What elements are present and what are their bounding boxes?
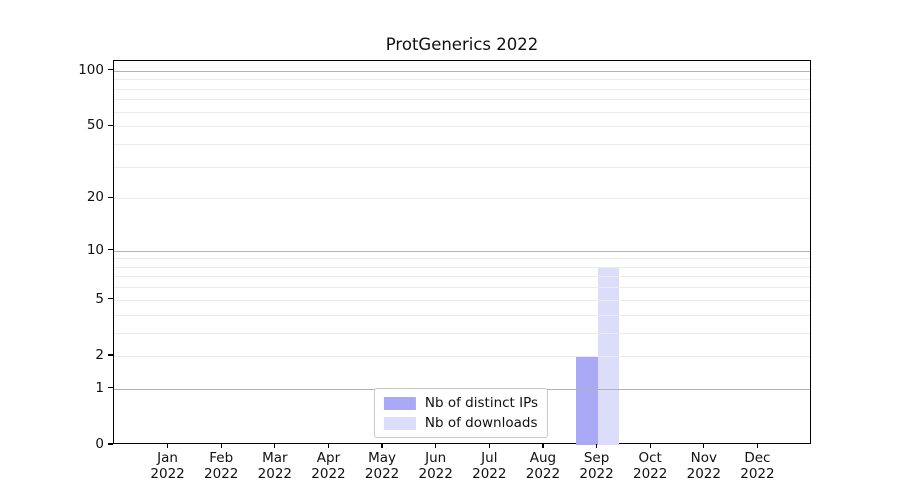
grid-line-minor — [114, 79, 810, 81]
y-tick-label: 0 — [95, 436, 104, 452]
y-tick-mark — [108, 124, 113, 126]
x-tick-month: Nov — [690, 450, 717, 466]
y-tick-mark — [108, 387, 113, 389]
x-tick-label: Dec 2022 — [740, 450, 774, 482]
legend-swatch — [383, 416, 416, 430]
x-tick-month: Jul — [481, 450, 498, 466]
grid-line-minor — [114, 198, 810, 200]
x-tick-label: May 2022 — [365, 450, 399, 482]
grid-line-minor — [114, 287, 810, 289]
bars-layer — [114, 61, 810, 445]
x-tick-month: Dec — [744, 450, 771, 466]
grid-line-minor — [114, 266, 810, 268]
x-tick-mark — [435, 444, 437, 448]
x-tick-mark — [756, 444, 758, 448]
x-tick-label: Nov 2022 — [687, 450, 721, 482]
grid-line-minor — [114, 299, 810, 301]
grid-line-minor — [114, 258, 810, 260]
x-tick-month: Jun — [425, 450, 447, 466]
x-tick-month: Mar — [262, 450, 288, 466]
x-tick-month: Oct — [638, 450, 662, 466]
x-tick-year: 2022 — [150, 466, 185, 482]
legend-row: Nb of downloads — [383, 415, 538, 431]
x-tick-label: Mar 2022 — [258, 450, 292, 482]
legend-row: Nb of distinct IPs — [383, 395, 539, 411]
grid-line-minor — [114, 88, 810, 90]
x-tick-mark — [167, 444, 169, 448]
y-tick-label: 20 — [86, 189, 104, 206]
x-tick-year: 2022 — [364, 466, 400, 482]
y-tick-mark — [108, 298, 113, 300]
bar-nb-of-downloads — [597, 266, 620, 445]
x-tick-year: 2022 — [632, 466, 668, 482]
x-tick-month: Aug — [529, 450, 557, 466]
x-tick-month: Sep — [583, 450, 610, 466]
y-tick-label: 10 — [86, 241, 104, 258]
grid-layer — [114, 61, 810, 443]
grid-line-minor — [114, 314, 810, 316]
grid-line-minor — [114, 332, 810, 334]
x-tick-label: Feb 2022 — [204, 450, 238, 482]
legend-label: Nb of distinct IPs — [424, 395, 539, 411]
x-tick-mark — [649, 444, 651, 448]
x-tick-mark — [595, 444, 598, 448]
x-tick-label: Jul 2022 — [472, 450, 506, 482]
x-tick-mark — [381, 444, 383, 448]
plot-area — [113, 60, 811, 445]
grid-line-minor — [114, 166, 810, 168]
y-tick-label: 1 — [95, 379, 104, 396]
legend-swatch — [383, 396, 416, 410]
x-tick-month: Apr — [316, 450, 341, 466]
y-tick-mark — [108, 248, 113, 251]
x-tick-month: Feb — [209, 450, 234, 466]
y-tick-mark — [108, 69, 113, 71]
x-tick-mark — [327, 444, 330, 448]
x-tick-label: Aug 2022 — [526, 450, 560, 482]
y-tick-label: 50 — [86, 117, 104, 134]
x-tick-mark — [703, 444, 705, 448]
grid-line-minor — [114, 355, 810, 357]
x-tick-year: 2022 — [686, 466, 721, 482]
x-tick-label: Jun 2022 — [419, 450, 453, 482]
x-tick-year: 2022 — [204, 466, 239, 482]
y-tick-mark — [108, 443, 113, 445]
legend-label: Nb of downloads — [424, 415, 538, 431]
y-tick-label: 5 — [95, 290, 104, 307]
x-tick-year: 2022 — [525, 466, 561, 482]
y-tick-mark — [108, 196, 113, 198]
bar-nb-of-distinct-ips — [575, 355, 598, 445]
x-tick-label: Oct 2022 — [633, 450, 667, 482]
chart-title: ProtGenerics 2022 — [385, 35, 539, 54]
x-tick-label: Apr 2022 — [311, 450, 345, 482]
x-tick-label: Jan 2022 — [150, 450, 184, 482]
grid-line-minor — [114, 143, 810, 145]
grid-line-minor — [114, 276, 810, 278]
legend: Nb of distinct IPs Nb of downloads — [373, 388, 549, 438]
grid-line-minor — [114, 111, 810, 113]
y-tick-label: 2 — [95, 346, 104, 363]
x-tick-year: 2022 — [472, 466, 507, 482]
x-tick-mark — [274, 444, 276, 448]
x-tick-mark — [542, 444, 544, 448]
x-tick-year: 2022 — [257, 466, 293, 482]
x-tick-mark — [488, 444, 490, 448]
x-tick-year: 2022 — [418, 466, 453, 482]
grid-line-minor — [114, 126, 810, 128]
grid-line-major — [114, 250, 810, 252]
x-tick-month: Jan — [157, 450, 178, 466]
x-tick-label: Sep 2022 — [579, 450, 613, 482]
grid-line-minor — [114, 99, 810, 101]
x-tick-year: 2022 — [740, 466, 775, 482]
x-tick-year: 2022 — [311, 466, 346, 482]
y-tick-mark — [108, 354, 113, 356]
x-tick-mark — [220, 444, 222, 448]
x-tick-month: May — [368, 450, 397, 466]
y-tick-label: 100 — [78, 61, 104, 78]
grid-line-major — [114, 70, 810, 72]
x-tick-year: 2022 — [579, 466, 614, 482]
